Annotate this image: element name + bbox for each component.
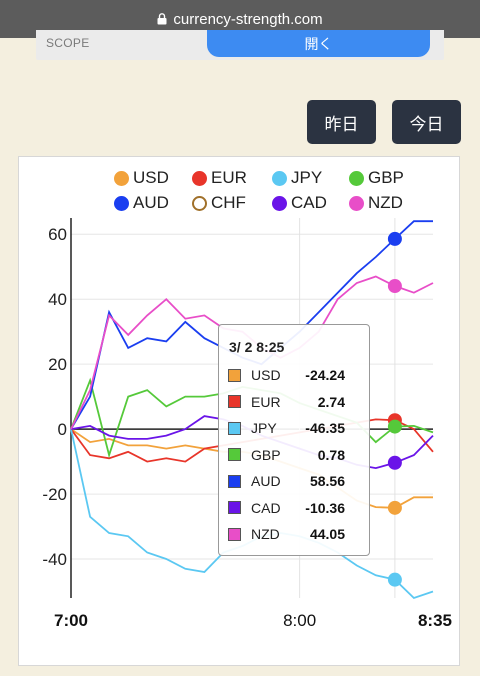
highlight-point-nzd [387,279,402,294]
legend-item-jpy[interactable]: JPY [272,168,322,188]
tooltip-currency: JPY [251,420,277,436]
legend-label: JPY [291,168,323,187]
legend-label: CAD [291,193,327,212]
tooltip-currency: USD [251,367,281,383]
y-tick-label: 20 [48,355,67,374]
x-tick-label: 8:35 [418,611,452,630]
tooltip-swatch [228,527,241,541]
tooltip-value: -10.36 [305,499,345,516]
highlight-point-jpy [387,572,402,587]
y-tick-label: -40 [42,550,67,569]
scope-bar: SCOPE 開く [36,30,444,60]
scope-label: SCOPE [46,36,90,50]
tooltip-row-cad: CAD -10.36 [228,498,363,518]
tooltip-swatch [228,368,241,382]
tooltip-value: -24.24 [305,367,345,383]
tooltip-value: -46.35 [305,420,345,436]
tooltip-swatch [228,474,241,488]
tooltip-currency: NZD [251,526,280,542]
tooltip-swatch [228,395,241,408]
legend-swatch [272,195,287,211]
legend-label: AUD [133,193,169,212]
tooltip-value: 44.05 [309,526,345,542]
legend-swatch [272,170,287,186]
legend-label: USD [133,168,169,187]
tooltip-row-eur: EUR 2.74 [228,392,363,412]
highlight-point-gbp [387,419,402,434]
highlight-point-cad [387,455,402,470]
y-tick-label: 40 [48,290,67,309]
legend-swatch [114,195,129,211]
y-tick-label: -20 [42,485,67,504]
legend-label: GBP [368,168,404,187]
lock-icon [157,13,167,25]
tooltip-row-aud: AUD 58.56 [228,471,363,491]
x-tick-label: 7:00 [54,611,88,630]
legend-label: CHF [211,193,246,212]
highlight-point-usd [387,500,402,515]
tooltip-swatch [228,448,241,461]
tooltip-currency: AUD [251,473,281,489]
legend-item-usd[interactable]: USD [114,168,169,188]
legend-item-aud[interactable]: AUD [114,193,169,213]
legend-label: EUR [211,168,247,187]
tooltip-value: 0.78 [317,446,345,463]
tooltip-row-usd: USD -24.24 [228,365,363,385]
chart-tooltip: 3/ 2 8:25 USD -24.24 EUR 2.74 JPY -46.35 GBP 0.… [218,324,370,556]
x-tick-label: 8:00 [283,611,316,630]
open-button[interactable]: 開く [207,30,430,57]
legend-swatch [192,195,207,211]
legend-label: NZD [368,193,403,212]
url-text: currency-strength.com [173,10,323,28]
y-tick-label: 0 [58,420,67,439]
legend-swatch [114,170,129,186]
today-button[interactable]: 今日 [392,100,461,144]
legend-swatch [349,195,364,211]
legend-item-nzd[interactable]: NZD [349,193,403,213]
legend-item-gbp[interactable]: GBP [349,168,404,188]
legend-swatch [349,170,364,186]
tooltip-currency: EUR [251,393,281,410]
legend-item-cad[interactable]: CAD [272,193,327,213]
tooltip-row-nzd: NZD 44.05 [228,524,363,544]
highlight-point-aud [387,231,402,246]
tooltip-title: 3/ 2 8:25 [229,339,285,355]
tooltip-row-jpy: JPY -46.35 [228,418,363,438]
tooltip-value: 2.74 [317,393,345,410]
legend-item-chf[interactable]: CHF [192,193,246,213]
y-tick-label: 60 [48,225,67,244]
tooltip-value: 58.56 [309,473,345,489]
yesterday-button[interactable]: 昨日 [307,100,376,144]
tooltip-row-gbp: GBP 0.78 [228,445,363,465]
tooltip-currency: CAD [251,499,281,516]
legend-item-eur[interactable]: EUR [192,168,247,188]
tooltip-currency: GBP [251,446,281,463]
tooltip-swatch [228,501,241,514]
tooltip-swatch [228,421,241,435]
legend-swatch [192,170,207,186]
